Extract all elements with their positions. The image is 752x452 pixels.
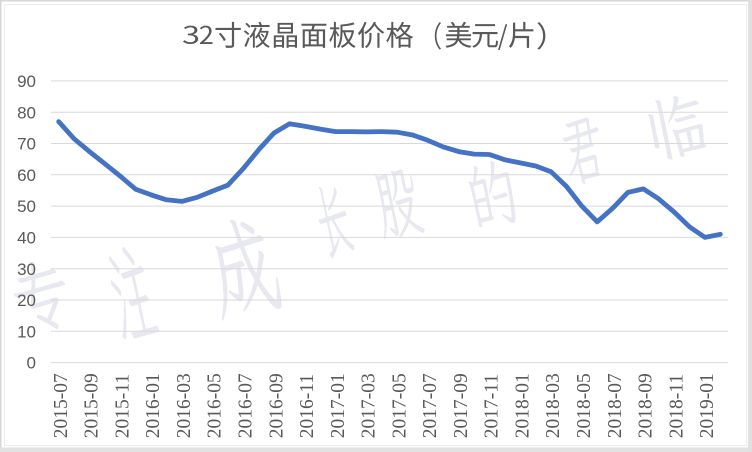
svg-text:2016-05: 2016-05 (205, 373, 226, 438)
svg-text:2016-11: 2016-11 (297, 374, 318, 438)
svg-text:2018-07: 2018-07 (605, 373, 626, 438)
svg-text:2018-09: 2018-09 (636, 373, 657, 438)
svg-text:2017-01: 2017-01 (328, 373, 349, 438)
svg-text:2017-03: 2017-03 (359, 373, 380, 438)
svg-text:2015-09: 2015-09 (82, 373, 103, 438)
svg-text:2015-07: 2015-07 (51, 373, 72, 438)
svg-text:2017-05: 2017-05 (389, 373, 410, 438)
svg-text:50: 50 (17, 197, 36, 216)
svg-text:2018-05: 2018-05 (574, 373, 595, 438)
svg-text:90: 90 (17, 72, 36, 91)
svg-text:2018-01: 2018-01 (513, 373, 534, 438)
svg-text:20: 20 (17, 291, 36, 310)
svg-text:2016-03: 2016-03 (174, 373, 195, 438)
svg-text:60: 60 (17, 166, 36, 185)
svg-text:2018-03: 2018-03 (543, 373, 564, 438)
svg-text:70: 70 (17, 135, 36, 154)
svg-text:2015-11: 2015-11 (112, 374, 133, 438)
svg-text:2017-09: 2017-09 (451, 373, 472, 438)
svg-text:2019-01: 2019-01 (697, 373, 718, 438)
svg-text:30: 30 (17, 260, 36, 279)
svg-text:2016-01: 2016-01 (143, 373, 164, 438)
svg-text:2017-11: 2017-11 (482, 374, 503, 438)
svg-text:2017-07: 2017-07 (420, 373, 441, 438)
svg-text:0: 0 (27, 354, 36, 373)
svg-text:2016-07: 2016-07 (236, 373, 257, 438)
svg-text:10: 10 (17, 322, 36, 341)
svg-text:2016-09: 2016-09 (266, 373, 287, 438)
svg-text:2018-11: 2018-11 (666, 374, 687, 438)
svg-text:40: 40 (17, 229, 36, 248)
svg-text:80: 80 (17, 103, 36, 122)
